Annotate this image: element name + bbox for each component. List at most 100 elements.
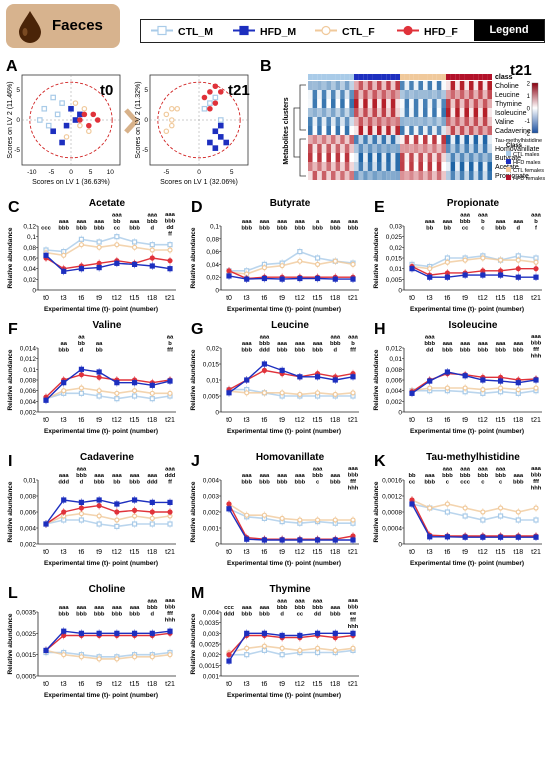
chart-panel-L: L Choline 0,0005 0,0015 0,0025 0,0035 t0 t3 t6 t9… xyxy=(7,584,176,699)
x-tick-label: t0 xyxy=(226,417,232,424)
y-axis-label: Relative abundance xyxy=(373,227,380,288)
heatmap-cell xyxy=(321,99,327,108)
data-point-HFD_F xyxy=(167,258,173,264)
y-tick-label: 0,01 xyxy=(23,478,36,485)
data-point-HFD_M xyxy=(78,499,85,506)
data-point-HFD_M xyxy=(332,537,338,543)
data-point-HFD_M xyxy=(332,377,338,383)
significance-label: bbb xyxy=(460,473,471,479)
y-axis-label: Relative abundance xyxy=(7,481,14,542)
heatmap-cell xyxy=(381,99,387,108)
heatmap-cell xyxy=(377,171,382,180)
series-line-HFD_F xyxy=(411,499,536,537)
panel-label: F xyxy=(8,321,18,338)
heatmap-cell xyxy=(459,117,465,126)
significance-label: f xyxy=(535,226,537,232)
significance-label: aaa xyxy=(330,605,340,611)
heatmap-cell xyxy=(358,153,364,162)
x-tick-label: t15 xyxy=(313,681,323,688)
heatmap-cell xyxy=(377,126,382,135)
chart-panel-M: M Thymine 0,001 0,0015 0,002 0,0025 0,003 0,003… xyxy=(190,584,359,699)
data-point-CTL_M xyxy=(497,513,504,519)
heatmap-cell xyxy=(409,135,414,144)
heatmap-cell xyxy=(367,126,373,135)
data-point-CTL_F xyxy=(497,385,504,391)
significance-label: aaa xyxy=(147,213,157,219)
data-point-CTL_F xyxy=(167,247,173,253)
data-point-HFD_M xyxy=(314,275,321,282)
data-point-CTL_F xyxy=(444,501,451,507)
y-tick-label: 0,0012 xyxy=(382,494,402,501)
heatmap-cell xyxy=(487,144,492,153)
data-point-CTL_M xyxy=(533,517,539,523)
heatmap-cell xyxy=(326,117,331,126)
y-tick-label: 0,02 xyxy=(206,346,219,353)
significance-label: aaa xyxy=(460,341,470,347)
data-point-HFD_M xyxy=(114,380,120,386)
heatmap-cell xyxy=(312,171,318,180)
significance-label: c xyxy=(481,480,485,486)
heatmap-cell xyxy=(413,162,419,171)
data-point-CTL_F xyxy=(533,505,539,511)
data-point-CTL_F xyxy=(314,517,321,523)
series-line-HFD_F xyxy=(45,504,170,525)
significance-label: aaa xyxy=(425,473,435,479)
heatmap-cell xyxy=(469,144,474,153)
score-point-CTL_M xyxy=(50,94,56,101)
colorbar-tick: 2 xyxy=(527,82,531,88)
score-point-HFD_F xyxy=(207,89,213,95)
heatmap-cell xyxy=(459,153,465,162)
heatmap-y-label: Metabolites clusters xyxy=(283,97,290,164)
heatmap-cell xyxy=(321,135,327,144)
x-tick-label: t12 xyxy=(295,681,305,688)
legend-title-box: Legend xyxy=(474,20,544,41)
significance-label: aaa xyxy=(277,219,287,225)
significance-label: cc xyxy=(462,226,469,232)
x-tick-label: t21 xyxy=(348,417,358,424)
series-line-HFD_M xyxy=(228,508,353,541)
heatmap-cell xyxy=(404,153,410,162)
legend-bar: CTL_M HFD_M CTL_F HFD_F Legend xyxy=(140,19,545,43)
series-line-CTL_F xyxy=(228,503,353,521)
x-tick-label: t9 xyxy=(462,295,468,302)
y-axis-label: Relative abundance xyxy=(190,613,197,674)
score-point-HFD_M xyxy=(50,128,56,135)
y-tick-label: 0,01 xyxy=(206,378,219,385)
data-point-CTL_M xyxy=(314,255,321,261)
heatmap-cell xyxy=(395,108,400,117)
heatmap-cell xyxy=(418,126,423,135)
heatmap-cell xyxy=(409,90,414,99)
significance-label: bbb xyxy=(513,480,524,486)
y-tick-label: 0 xyxy=(398,288,402,295)
significance-label: bbb xyxy=(295,605,306,611)
heatmap-cell xyxy=(354,99,359,108)
confidence-ellipse xyxy=(157,81,241,159)
confidence-ellipse xyxy=(29,81,113,159)
heatmap-cell xyxy=(367,90,373,99)
heatmap-cell xyxy=(349,108,354,117)
series-line-HFD_M xyxy=(411,371,537,394)
time-label: t0 xyxy=(100,82,113,99)
chart-title: Butyrate xyxy=(270,198,311,209)
heatmap-cell xyxy=(317,171,322,180)
heatmap-cell xyxy=(363,108,368,117)
heatmap-cell xyxy=(381,117,387,126)
chart-title: Isoleucine xyxy=(449,320,498,331)
heatmap-cell xyxy=(335,162,341,171)
data-point-HFD_M xyxy=(297,632,303,639)
data-point-HFD_F xyxy=(96,502,102,509)
heatmap-cell xyxy=(423,126,428,135)
heatmap-cell xyxy=(427,153,433,162)
data-point-CTL_M xyxy=(78,517,85,523)
score-point-HFD_M xyxy=(63,122,70,129)
y-tick-label: 0,001 xyxy=(203,526,220,533)
y-tick-label: 0,002 xyxy=(386,399,403,406)
heatmap-cell xyxy=(464,171,469,180)
heatmap-cell xyxy=(482,99,488,108)
y-tick-label: 0 xyxy=(144,117,148,124)
heatmap-cell xyxy=(482,108,488,117)
heatmap-cell xyxy=(390,162,396,171)
heatmap-cell xyxy=(473,171,479,180)
significance-label: aaa xyxy=(260,219,270,225)
heatmap-cell xyxy=(427,99,433,108)
